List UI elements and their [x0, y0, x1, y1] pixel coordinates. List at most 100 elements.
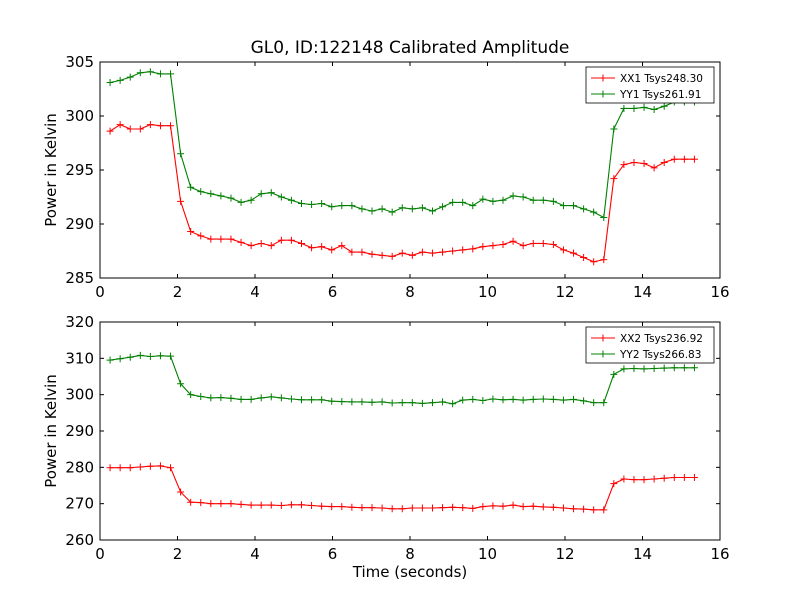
data-point — [197, 392, 205, 400]
data-point — [388, 399, 396, 407]
data-point — [539, 239, 547, 247]
data-point — [519, 193, 527, 201]
data-point — [197, 188, 205, 196]
data-point — [207, 394, 215, 402]
data-point — [539, 503, 547, 511]
x-tick-label: 4 — [250, 283, 260, 301]
data-point — [358, 248, 366, 256]
data-point — [680, 364, 688, 372]
data-point — [308, 244, 316, 252]
y-tick-label: 285 — [65, 269, 94, 287]
data-point — [146, 353, 154, 361]
data-point — [287, 196, 295, 204]
data-point — [428, 504, 436, 512]
data-point — [418, 399, 426, 407]
data-point — [590, 506, 598, 514]
data-point — [650, 164, 658, 172]
data-point — [318, 243, 326, 251]
data-point — [449, 503, 457, 511]
data-point — [428, 399, 436, 407]
data-point — [620, 104, 628, 112]
data-point — [640, 365, 648, 373]
data-point — [640, 103, 648, 111]
data-point — [600, 256, 608, 264]
data-point — [469, 245, 477, 253]
data-point — [156, 70, 164, 78]
data-point — [217, 192, 225, 200]
data-point — [580, 205, 588, 213]
data-point — [277, 236, 285, 244]
data-point — [580, 397, 588, 405]
data-point — [670, 474, 678, 482]
data-point — [177, 150, 185, 158]
x-axis-label: Time (seconds) — [352, 563, 468, 581]
data-point — [559, 396, 567, 404]
x-tick-label: 8 — [405, 545, 415, 563]
data-point — [489, 395, 497, 403]
data-point — [549, 197, 557, 205]
data-point — [650, 365, 658, 373]
data-point — [590, 258, 598, 266]
data-point — [640, 476, 648, 484]
data-point — [439, 398, 447, 406]
x-tick-label: 12 — [555, 545, 574, 563]
data-point — [187, 391, 195, 399]
data-point — [156, 122, 164, 130]
data-point — [298, 199, 305, 207]
data-point — [428, 207, 436, 215]
x-tick-label: 16 — [710, 283, 729, 301]
data-point — [570, 395, 578, 403]
data-point — [489, 242, 497, 250]
data-point — [378, 504, 386, 512]
data-point — [116, 121, 124, 129]
data-point — [167, 352, 175, 360]
data-point — [368, 207, 376, 215]
data-point — [509, 192, 517, 200]
data-point — [267, 242, 275, 250]
data-point — [620, 365, 628, 373]
data-point — [126, 73, 134, 81]
data-point — [207, 235, 215, 243]
data-point — [358, 504, 366, 512]
data-point — [217, 500, 225, 508]
data-point — [328, 503, 336, 511]
data-point — [580, 505, 588, 513]
y-tick-label: 270 — [65, 495, 94, 513]
data-point — [439, 248, 447, 256]
data-point — [650, 475, 658, 483]
data-point — [257, 190, 265, 198]
data-point — [177, 380, 185, 388]
data-point — [388, 252, 396, 260]
data-point — [207, 190, 215, 198]
data-point — [459, 246, 467, 254]
data-point — [570, 249, 578, 257]
data-point — [298, 396, 305, 404]
data-point — [449, 198, 457, 206]
x-tick-label: 8 — [405, 283, 415, 301]
legend-label: YY2 Tsys266.83 — [619, 349, 701, 361]
data-point — [449, 400, 457, 408]
legend-label: YY1 Tsys261.91 — [619, 89, 701, 101]
data-point — [116, 464, 124, 472]
data-point — [418, 204, 426, 212]
data-point — [146, 121, 154, 129]
data-point — [328, 246, 336, 254]
data-point — [660, 158, 668, 166]
data-point — [267, 393, 275, 401]
data-point — [197, 499, 205, 507]
data-point — [670, 155, 678, 163]
data-point — [570, 505, 578, 513]
data-point — [378, 205, 386, 213]
y-tick-label: 290 — [65, 215, 94, 233]
data-point — [308, 396, 316, 404]
data-point — [529, 239, 537, 247]
data-point — [348, 248, 356, 256]
y-tick-label: 295 — [65, 161, 94, 179]
data-point — [328, 397, 336, 405]
data-point — [610, 480, 618, 488]
data-point — [318, 199, 326, 207]
data-point — [499, 196, 507, 204]
data-point — [388, 208, 396, 216]
data-point — [479, 503, 487, 511]
y-tick-label: 305 — [65, 53, 94, 71]
